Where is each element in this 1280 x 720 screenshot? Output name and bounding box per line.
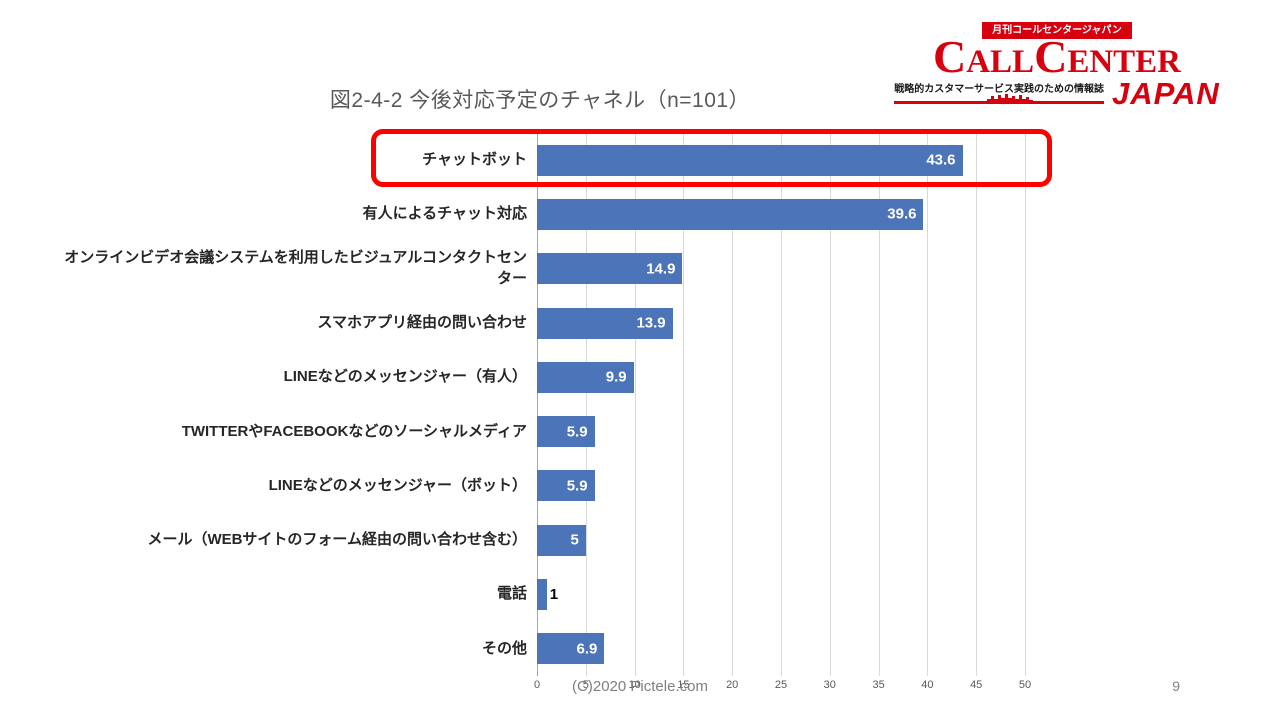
gridline <box>781 133 782 676</box>
gridline <box>732 133 734 676</box>
bar-track: 13.9 <box>537 296 1025 350</box>
category-label: メール（WEBサイトのフォーム経由の問い合わせ含む） <box>147 531 527 549</box>
chart-row: その他 6.9 <box>58 622 1025 676</box>
x-tick-label: 30 <box>823 679 836 691</box>
horizontal-bar-chart: チャットボット 43.6 有人によるチャット対応 39.6 オンラインビデオ会議システム… <box>58 128 1052 694</box>
gridline <box>927 133 929 676</box>
category-label: その他 <box>481 639 527 657</box>
page-number: 9 <box>1172 678 1180 694</box>
logo-japan-text: JAPAN <box>1112 76 1220 111</box>
gridline <box>829 133 831 676</box>
copyright-text: (C)2020 Pictele.com <box>572 678 708 695</box>
chart-row: LINEなどのメッセンジャー（ボット） 5.9 <box>58 459 1025 513</box>
x-tick-label: 50 <box>1018 679 1032 691</box>
bar: 5.9 <box>537 416 595 448</box>
value-label: 5 <box>570 531 579 549</box>
category-label: オンラインビデオ会議システムを利用したビジュアルコンタクトセンター <box>64 249 527 287</box>
logo-tagline: 戦略的カスタマーサービス実践のための情報誌 <box>894 84 1105 95</box>
bar-track: 5.9 <box>537 404 1025 458</box>
chart-row: オンラインビデオ会議システムを利用したビジュアルコンタクトセンター 14.9 <box>58 242 1025 296</box>
category-label: チャットボット <box>422 151 527 169</box>
skyline-icon <box>986 94 1033 102</box>
bar-track: 14.9 <box>537 242 1025 296</box>
gridline <box>585 133 587 676</box>
value-label: 5.9 <box>566 423 588 441</box>
value-label: 43.6 <box>926 151 956 169</box>
logo-brand-text: CALLCENTER <box>933 34 1182 80</box>
chart-gridlines <box>537 133 1026 676</box>
value-label: 1 <box>549 586 559 604</box>
chart-row: LINEなどのメッセンジャー（有人） 9.9 <box>58 350 1025 404</box>
logo-tagline-block: 戦略的カスタマーサービス実践のための情報誌 <box>894 80 1105 104</box>
gridline <box>1025 133 1026 676</box>
value-label: 39.6 <box>887 205 917 223</box>
chart-row: スマホアプリ経由の問い合わせ 13.9 <box>58 296 1025 350</box>
chart-title: 図2-4-2 今後対応予定のチャネル（n=101） <box>329 89 751 112</box>
gridline <box>634 133 636 676</box>
bar-track: 1 <box>537 567 1025 621</box>
bar: 5 <box>537 524 586 556</box>
x-tick-label: 35 <box>872 679 885 691</box>
category-label: 有人によるチャット対応 <box>362 205 527 223</box>
bar-track: 39.6 <box>537 187 1025 241</box>
category-label: 電話 <box>496 585 527 603</box>
value-label: 6.9 <box>576 640 598 658</box>
chart-row: TWITTERやFACEBOOKなどのソーシャルメディア 5.9 <box>58 404 1025 458</box>
x-axis-ticks: 0 5 10 15 20 25 30 35 40 45 50 <box>533 679 1031 694</box>
gridline <box>683 133 685 676</box>
logo-letters-enter: ENTER <box>1067 44 1182 80</box>
chart-row: メール（WEBサイトのフォーム経由の問い合わせ含む） 5 <box>58 513 1025 567</box>
logo-bottom-row: 戦略的カスタマーサービス実践のための情報誌 JAPAN <box>894 76 1220 111</box>
x-tick-label: 10 <box>628 679 641 691</box>
bar: 9.9 <box>537 361 634 393</box>
logo-letter-c1: C <box>932 31 967 82</box>
logo-banner: 月刊コールセンタージャパン <box>982 22 1132 39</box>
gridline <box>537 133 538 676</box>
category-label: LINEなどのメッセンジャー（ボット） <box>268 476 527 494</box>
logo-underline <box>894 94 1105 104</box>
category-label: スマホアプリ経由の問い合わせ <box>317 313 527 331</box>
bar: 43.6 <box>537 144 963 176</box>
value-label: 13.9 <box>636 314 666 332</box>
x-tick-label: 40 <box>921 679 934 691</box>
callcenter-japan-logo: 月刊コールセンタージャパン CALLCENTER 戦略的カスタマーサービス実践の… <box>892 22 1222 111</box>
chart-row: 有人によるチャット対応 39.6 <box>58 187 1025 241</box>
value-label: 9.9 <box>605 368 627 386</box>
bar: 6.9 <box>537 633 605 665</box>
bar-track: 5 <box>537 513 1025 567</box>
bar-track: 43.6 <box>537 133 1025 187</box>
chart-row: チャットボット 43.6 <box>58 133 1025 187</box>
gridline <box>976 133 978 676</box>
bar: 5.9 <box>537 470 595 502</box>
bar <box>537 579 547 611</box>
bar-track: 9.9 <box>537 350 1025 404</box>
category-label: TWITTERやFACEBOOKなどのソーシャルメディア <box>181 422 527 440</box>
logo-letter-c2: C <box>1034 31 1068 82</box>
x-tick-label: 0 <box>533 679 541 691</box>
x-tick-label: 25 <box>774 679 788 691</box>
x-tick-label: 5 <box>582 679 589 691</box>
bar-track: 5.9 <box>537 459 1025 513</box>
bar: 39.6 <box>537 198 924 230</box>
gridline <box>878 133 880 676</box>
x-tick-label: 45 <box>970 679 983 691</box>
value-label: 5.9 <box>566 477 588 495</box>
chart-row: 電話 1 <box>58 567 1025 621</box>
logo-letters-all: ALL <box>966 44 1035 80</box>
x-tick-label: 20 <box>726 679 739 691</box>
bar: 14.9 <box>537 253 683 285</box>
chart-rows: チャットボット 43.6 有人によるチャット対応 39.6 オンラインビデオ会議システム… <box>58 133 1025 676</box>
bar: 13.9 <box>537 307 673 339</box>
category-label: LINEなどのメッセンジャー（有人） <box>283 368 527 386</box>
value-label: 14.9 <box>646 260 676 278</box>
x-tick-label: 15 <box>677 679 690 691</box>
bar-track: 6.9 <box>537 622 1025 676</box>
